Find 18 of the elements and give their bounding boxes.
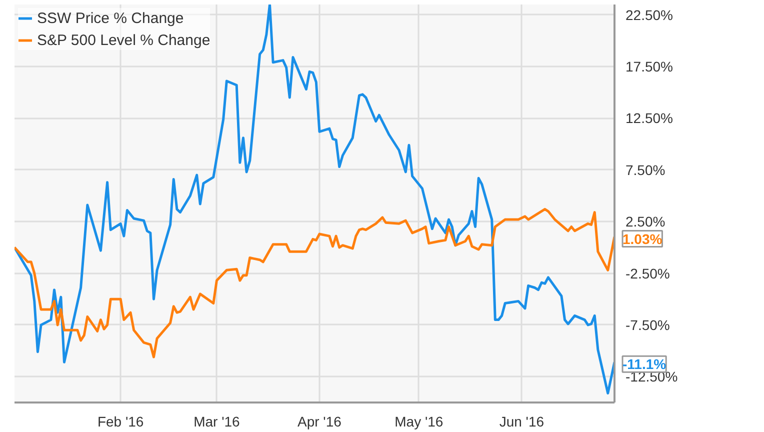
y-tick-label: 7.50%	[626, 162, 666, 178]
line-series	[14, 4, 614, 394]
legend-label: SSW Price % Change	[37, 10, 184, 26]
y-tick-label: 22.50%	[626, 6, 673, 23]
x-tick-label: Feb '16	[97, 414, 144, 430]
legend-label: S&P 500 Level % Change	[37, 32, 210, 48]
y-tick-label: -2.50%	[626, 265, 670, 282]
y-tick-label: 12.50%	[626, 110, 673, 126]
x-tick-label: Jun '16	[499, 414, 544, 430]
y-tick-label: 2.50%	[626, 214, 666, 230]
y-tick-label: 17.50%	[626, 58, 673, 75]
x-tick-label: Mar '16	[194, 414, 240, 430]
x-tick-label: May '16	[394, 414, 444, 430]
y-tick-label: -7.50%	[626, 316, 670, 333]
x-tick-label: Apr '16	[298, 414, 342, 430]
data-label: 1.03%	[622, 230, 663, 247]
line-series	[14, 208, 614, 358]
data-label: -11.1%	[622, 356, 667, 372]
